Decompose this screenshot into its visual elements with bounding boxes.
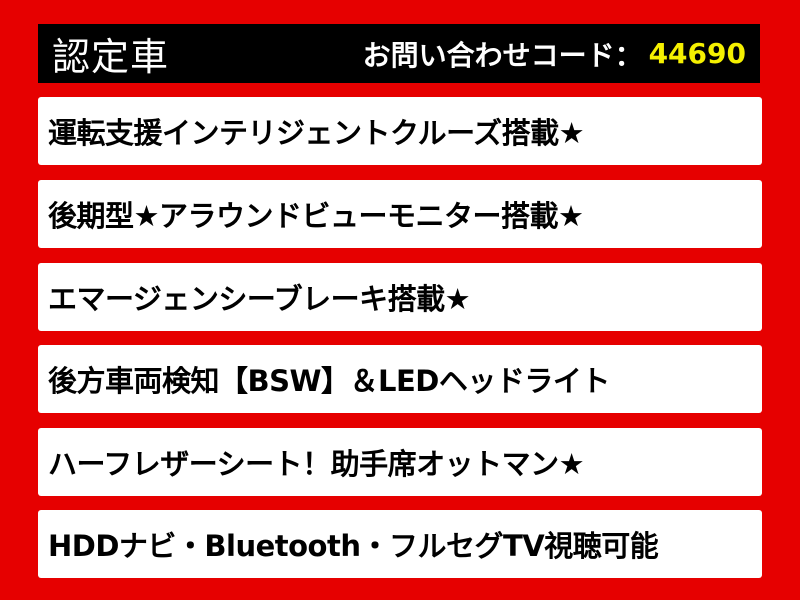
feature-text: 運転支援インテリジェントクルーズ搭載★ [48, 116, 585, 150]
certified-car-title: 認定車 [52, 35, 170, 79]
feature-text: エマージェンシーブレーキ搭載★ [48, 282, 471, 316]
feature-item: 後期型★アラウンドビューモニター搭載★ [38, 180, 762, 248]
feature-text: HDDナビ・Bluetooth・フルセグTV視聴可能 [48, 529, 659, 563]
inquiry-code-label: お問い合わせコード： [362, 38, 643, 72]
feature-text: ハーフレザーシート！助手席オットマン★ [48, 447, 585, 481]
feature-text: 後期型★アラウンドビューモニター搭載★ [48, 199, 584, 233]
feature-item: エマージェンシーブレーキ搭載★ [38, 263, 762, 331]
inquiry-code: お問い合わせコード： 44690 [363, 34, 746, 74]
feature-item: 運転支援インテリジェントクルーズ搭載★ [38, 97, 762, 165]
feature-item: HDDナビ・Bluetooth・フルセグTV視聴可能 [38, 510, 762, 578]
feature-item: ハーフレザーシート！助手席オットマン★ [38, 428, 762, 496]
feature-item: 後方車両検知【BSW】＆LEDヘッドライト [38, 345, 762, 413]
inquiry-code-value: 44690 [648, 37, 746, 70]
feature-text: 後方車両検知【BSW】＆LEDヘッドライト [48, 364, 610, 398]
header-bar: 認定車 お問い合わせコード： 44690 [38, 24, 760, 83]
